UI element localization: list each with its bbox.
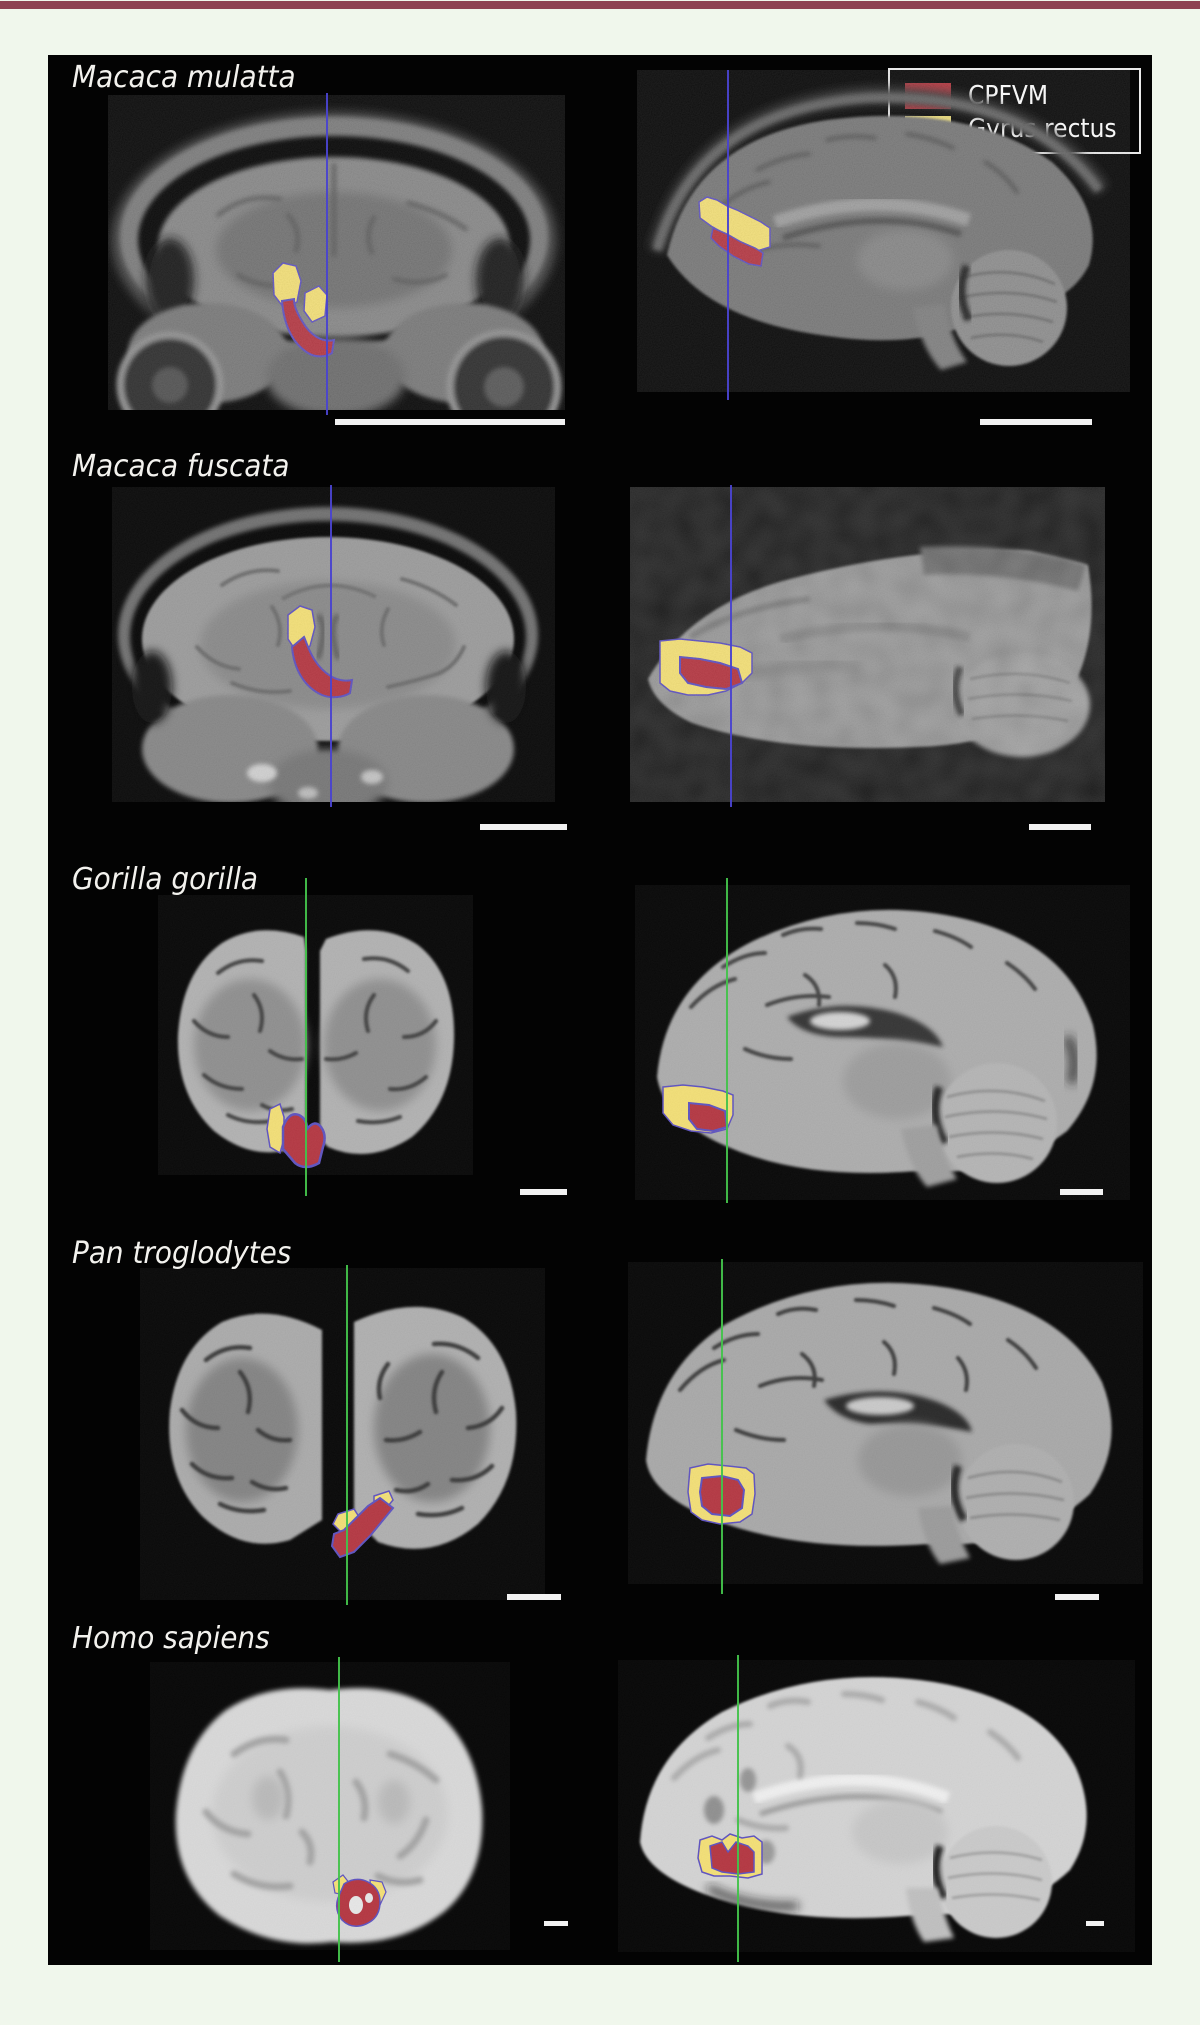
scale-bar [480,824,567,830]
mri-coronal-gorilla-gorilla [158,895,473,1175]
species-label: Homo sapiens [72,1621,270,1656]
species-label: Gorilla gorilla [72,862,258,897]
scale-bar [1055,1594,1099,1600]
species-label: Macaca fuscata [72,449,290,484]
mri-sagittal-macaca-fuscata [630,487,1105,802]
crosshair-coronal [305,878,307,1196]
mri-sagittal-gorilla-gorilla [635,885,1130,1200]
scale-bar [544,1921,568,1926]
mri-sagittal-homo-sapiens [618,1660,1135,1952]
crosshair-coronal [326,93,328,415]
top-rule-bar [0,1,1200,9]
scale-bar [507,1594,561,1600]
crosshair-coronal [346,1265,348,1605]
mri-sagittal-pan-troglodytes [628,1262,1143,1584]
crosshair-sagittal [730,485,732,807]
crosshair-sagittal [727,70,729,400]
scale-bar [1029,824,1091,830]
mri-coronal-macaca-fuscata [112,487,555,802]
figure-panel: CPFVM Gyrus rectus Macaca mulatta [48,55,1152,1965]
mri-coronal-macaca-mulatta [108,95,565,410]
scale-bar [520,1189,567,1195]
mri-coronal-pan-troglodytes [140,1268,545,1600]
scale-bar [980,419,1092,425]
scale-bar [1060,1189,1103,1195]
species-label: Macaca mulatta [72,60,296,95]
crosshair-coronal [330,485,332,807]
mri-sagittal-macaca-mulatta [637,70,1130,392]
scale-bar [1086,1921,1104,1926]
scale-bar [335,419,565,425]
crosshair-coronal [338,1657,340,1962]
species-label: Pan troglodytes [72,1236,292,1271]
crosshair-sagittal [726,878,728,1203]
crosshair-sagittal [737,1655,739,1962]
crosshair-sagittal [721,1259,723,1594]
mri-coronal-homo-sapiens [150,1662,510,1950]
